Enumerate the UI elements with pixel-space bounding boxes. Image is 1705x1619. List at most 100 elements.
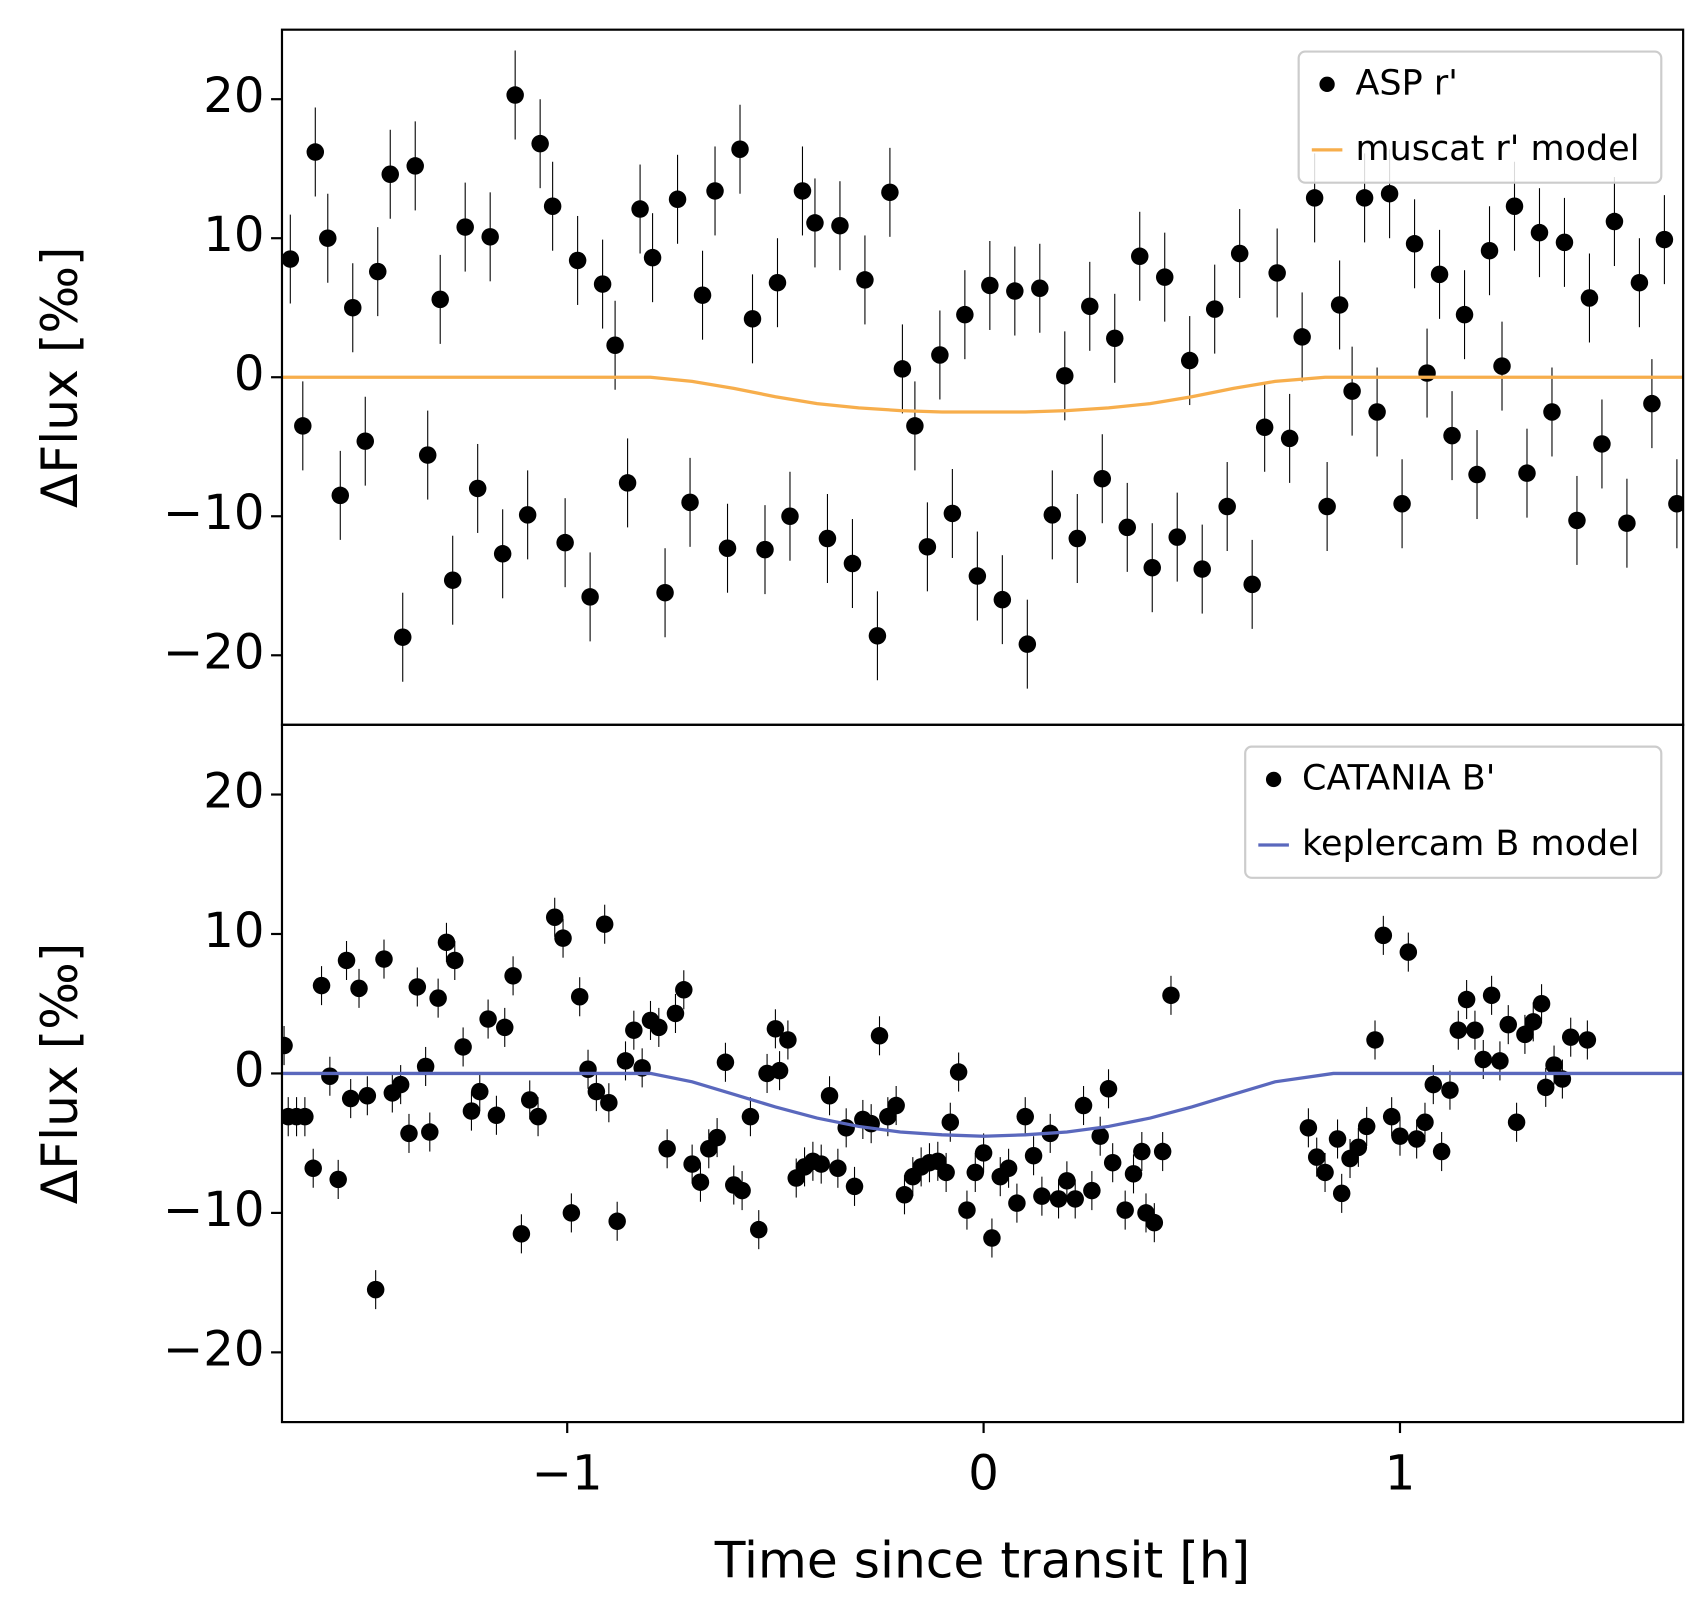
data-point bbox=[1482, 986, 1501, 1005]
data-point bbox=[1499, 1015, 1517, 1034]
data-point bbox=[391, 1075, 410, 1094]
data-point bbox=[375, 950, 393, 968]
data-point bbox=[1630, 273, 1649, 292]
y-tick-label: −10 bbox=[163, 485, 264, 541]
data-point bbox=[1205, 300, 1224, 318]
data-point bbox=[1568, 511, 1586, 530]
data-point bbox=[1068, 529, 1087, 548]
y-tick-label: 10 bbox=[203, 903, 264, 959]
plot-area bbox=[281, 50, 1684, 689]
data-point bbox=[1033, 1187, 1051, 1205]
data-point bbox=[1268, 264, 1286, 282]
data-point bbox=[1093, 469, 1112, 488]
panel: −20 −10 0 10 20 ΔFlux [‰] ASP r' muscat r' mode… bbox=[30, 28, 1685, 726]
data-point bbox=[766, 1020, 785, 1038]
data-point bbox=[1480, 241, 1499, 260]
data-point bbox=[562, 1204, 581, 1222]
data-point bbox=[1516, 1025, 1534, 1044]
data-point bbox=[1405, 235, 1424, 253]
data-point bbox=[606, 336, 624, 355]
data-point bbox=[1593, 435, 1611, 453]
data-point bbox=[579, 1060, 597, 1079]
data-point bbox=[568, 251, 587, 270]
data-point bbox=[531, 134, 549, 153]
data-point bbox=[512, 1225, 531, 1243]
data-point bbox=[968, 567, 987, 585]
data-point bbox=[731, 140, 749, 158]
data-point bbox=[581, 588, 599, 606]
data-point bbox=[1083, 1181, 1101, 1200]
data-point bbox=[1124, 1165, 1143, 1183]
data-point bbox=[281, 1036, 293, 1055]
data-point bbox=[993, 590, 1012, 609]
data-point bbox=[974, 1144, 993, 1162]
data-point bbox=[1443, 426, 1461, 445]
data-point bbox=[1243, 575, 1261, 594]
data-point bbox=[429, 989, 447, 1007]
data-point bbox=[1049, 1190, 1068, 1208]
data-point bbox=[518, 506, 537, 524]
data-point bbox=[958, 1201, 976, 1219]
data-point bbox=[650, 1018, 668, 1037]
data-point bbox=[1018, 635, 1037, 653]
data-point bbox=[812, 1155, 830, 1173]
data-point bbox=[1255, 418, 1274, 437]
data-point bbox=[1407, 1130, 1426, 1148]
data-point bbox=[468, 479, 487, 498]
data-point bbox=[1106, 329, 1124, 348]
data-point bbox=[454, 1038, 472, 1056]
data-point bbox=[545, 908, 564, 926]
data-point bbox=[1131, 247, 1149, 266]
data-point bbox=[1578, 1031, 1597, 1049]
data-point bbox=[983, 1229, 1001, 1247]
data-point bbox=[504, 967, 522, 985]
data-point bbox=[456, 218, 474, 236]
data-point bbox=[1391, 1127, 1409, 1145]
data-point bbox=[1031, 279, 1049, 298]
data-point bbox=[1432, 1142, 1451, 1161]
y-tick-label: 0 bbox=[234, 346, 265, 402]
data-point bbox=[1491, 1052, 1509, 1070]
data-point bbox=[408, 978, 427, 996]
data-point bbox=[281, 250, 300, 268]
data-point bbox=[431, 290, 449, 309]
x-tick-label: −1 bbox=[532, 1446, 603, 1502]
data-point bbox=[416, 1057, 435, 1076]
y-tick-label: −20 bbox=[163, 624, 264, 680]
data-point bbox=[487, 1106, 506, 1125]
data-point bbox=[668, 190, 687, 209]
data-point bbox=[691, 1173, 710, 1191]
data-point bbox=[1066, 1190, 1084, 1208]
data-point bbox=[1307, 1148, 1326, 1166]
data-point bbox=[437, 933, 456, 952]
data-point bbox=[1153, 1142, 1172, 1161]
data-point bbox=[1399, 943, 1418, 961]
data-point bbox=[1305, 189, 1324, 207]
data-point bbox=[543, 197, 562, 215]
data-point bbox=[1330, 296, 1349, 314]
y-tick-label: −10 bbox=[163, 1182, 264, 1238]
data-point bbox=[1561, 1028, 1580, 1046]
data-point bbox=[618, 474, 637, 492]
data-point bbox=[331, 486, 350, 505]
data-point bbox=[1580, 289, 1599, 307]
data-point bbox=[718, 539, 737, 557]
data-point bbox=[656, 583, 674, 602]
data-point bbox=[666, 1004, 685, 1023]
legend-swatch bbox=[1319, 76, 1335, 92]
data-point bbox=[681, 493, 699, 512]
data-point bbox=[693, 286, 712, 304]
data-point bbox=[1118, 518, 1137, 537]
data-point bbox=[741, 1107, 760, 1126]
data-point bbox=[1455, 305, 1474, 324]
legend-label: ASP r' bbox=[1356, 63, 1458, 103]
data-point bbox=[1468, 465, 1486, 484]
data-point bbox=[1168, 528, 1186, 546]
x-axis-label: Time since transit [h] bbox=[714, 1531, 1251, 1590]
data-point bbox=[625, 1021, 643, 1039]
data-point bbox=[306, 143, 325, 161]
data-point bbox=[358, 1087, 377, 1105]
data-point bbox=[966, 1163, 985, 1182]
data-point bbox=[1605, 212, 1624, 231]
